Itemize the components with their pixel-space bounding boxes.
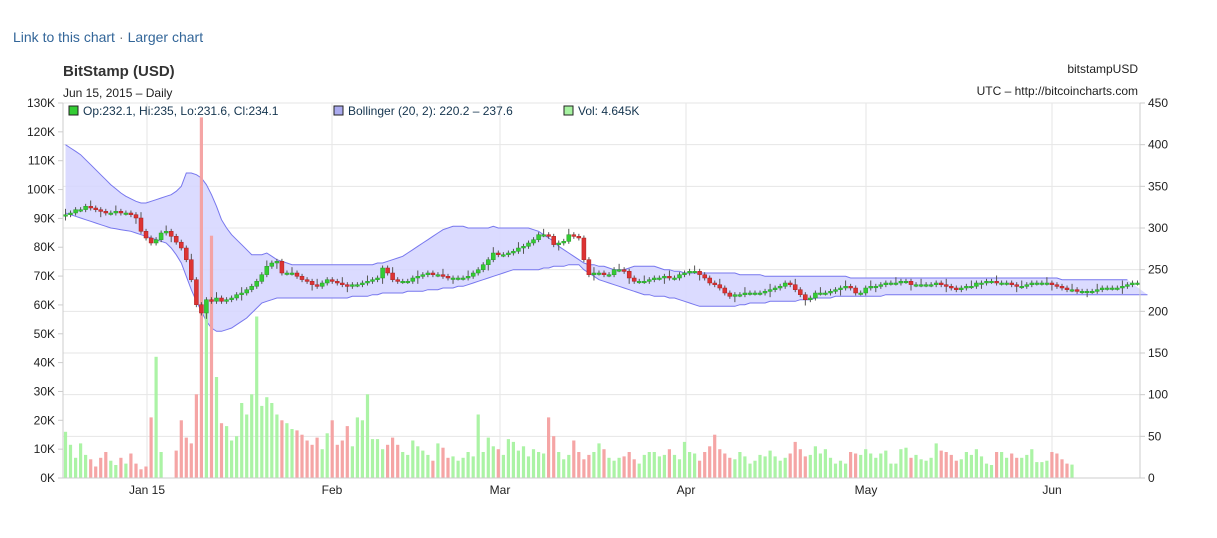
right-axis-tick: 50 — [1148, 429, 1162, 443]
larger-chart-link[interactable]: Larger chart — [127, 29, 204, 45]
x-axis-tick: Jun — [1042, 483, 1061, 497]
axes: 0 50 100 150 200 250 300 350 400 450 0K 10K 20K 30K 40… — [27, 96, 1168, 497]
chart-links: Link to this chart · Larger chart — [13, 29, 203, 45]
candlesticks — [63, 200, 1140, 319]
right-axis-tick: 0 — [1148, 471, 1155, 485]
ohlc-legend-text: Op:232.1, Hi:235, Lo:231.6, Cl:234.1 — [83, 104, 279, 118]
x-axis-tick: Apr — [677, 483, 696, 497]
x-axis-tick: Feb — [322, 483, 343, 497]
right-axis-tick: 200 — [1148, 304, 1168, 318]
left-axis-tick: 80K — [34, 240, 55, 254]
chart-legend: Op:232.1, Hi:235, Lo:231.6, Cl:234.1 Bol… — [68, 104, 639, 118]
left-axis-tick: 50K — [34, 327, 55, 341]
link-separator: · — [118, 29, 124, 45]
chart-source: UTC – http://bitcoincharts.com — [976, 84, 1138, 98]
left-axis-tick: 60K — [34, 298, 55, 312]
left-axis-tick: 130K — [27, 96, 55, 110]
x-axis-tick: Jan 15 — [129, 483, 165, 497]
x-axis-tick: May — [855, 483, 878, 497]
bollinger-legend-icon — [333, 105, 344, 116]
left-axis-tick: 100K — [27, 183, 55, 197]
bollinger-band — [65, 144, 1148, 332]
right-axis-tick: 100 — [1148, 388, 1168, 402]
right-axis-tick: 350 — [1148, 179, 1168, 193]
right-axis-tick: 250 — [1148, 263, 1168, 277]
chart-title: BitStamp (USD) — [63, 63, 175, 80]
right-axis-tick: 400 — [1148, 138, 1168, 152]
ohlc-legend-icon — [68, 105, 79, 116]
right-axis-tick: 150 — [1148, 346, 1168, 360]
volume-bars — [63, 117, 1074, 479]
bollinger-legend-text: Bollinger (20, 2): 220.2 – 237.6 — [348, 104, 513, 118]
chart-symbol: bitstampUSD — [1067, 62, 1138, 76]
left-axis-tick: 0K — [40, 471, 55, 485]
volume-legend-icon — [563, 105, 574, 116]
left-axis-tick: 110K — [28, 154, 55, 168]
left-axis-tick: 90K — [34, 211, 55, 225]
left-axis-tick: 120K — [27, 125, 55, 139]
chart-subtitle: Jun 15, 2015 – Daily — [63, 86, 173, 100]
link-to-chart[interactable]: Link to this chart — [13, 29, 115, 45]
left-axis-tick: 40K — [34, 356, 55, 370]
left-axis-tick: 30K — [34, 384, 55, 398]
left-axis-tick: 70K — [34, 269, 55, 283]
right-axis-tick: 450 — [1148, 96, 1168, 110]
x-axis-tick: Mar — [490, 483, 511, 497]
left-axis-tick: 20K — [34, 413, 55, 427]
volume-legend-text: Vol: 4.645K — [578, 104, 639, 118]
right-axis-tick: 300 — [1148, 221, 1168, 235]
left-axis-tick: 10K — [34, 442, 55, 456]
